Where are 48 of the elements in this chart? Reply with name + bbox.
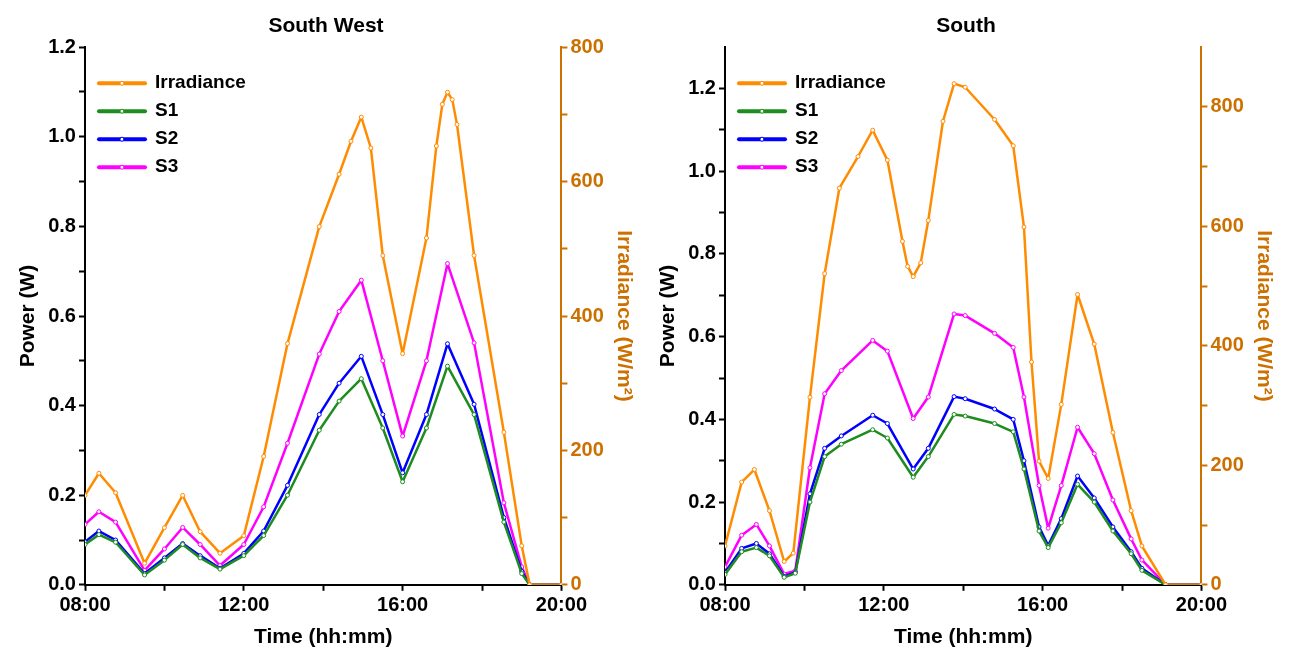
y-tick-label: 0.6 — [688, 324, 716, 347]
x-tick-label: 20:00 — [535, 593, 588, 616]
y2-tick-label: 400 — [1210, 333, 1244, 356]
legend-label: S2 — [795, 127, 819, 149]
y-tick-label: 0.4 — [48, 393, 77, 416]
x-tick-label: 12:00 — [218, 593, 270, 616]
y2-tick-label: 0 — [570, 572, 582, 595]
chart-title: South — [936, 13, 996, 37]
y2-tick-label: 800 — [570, 34, 604, 57]
legend-label: S1 — [795, 99, 819, 121]
y2-tick-label: 200 — [1210, 452, 1244, 475]
y-tick-label: 0.2 — [688, 489, 716, 512]
y-tick-label: 0.0 — [48, 572, 76, 595]
x-axis-title: Time (hh:mm) — [893, 624, 1033, 648]
y2-tick-label: 600 — [1210, 213, 1244, 236]
y-tick-label: 1.2 — [48, 34, 76, 57]
legend-label: Irradiance — [795, 71, 886, 93]
legend-label: Irradiance — [155, 71, 246, 93]
y2-tick-label: 0 — [1210, 572, 1222, 595]
y2-axis-title: Irradiance (W/m²) — [613, 230, 637, 402]
y-tick-label: 0.8 — [688, 241, 716, 264]
x-axis-title: Time (hh:mm) — [253, 624, 393, 648]
y-tick-label: 0.2 — [48, 482, 76, 505]
legend-label: S1 — [155, 99, 179, 121]
legend-label: S3 — [795, 155, 819, 177]
x-tick-label: 08:00 — [699, 593, 751, 616]
y2-tick-label: 600 — [570, 169, 604, 192]
x-tick-label: 16:00 — [1017, 593, 1069, 616]
y2-axis-title: Irradiance (W/m²) — [1253, 230, 1277, 402]
y-tick-label: 1.0 — [688, 158, 716, 181]
y-tick-label: 0.8 — [48, 213, 76, 236]
legend-label: S2 — [155, 127, 179, 149]
y-tick-label: 1.2 — [688, 76, 716, 99]
y-tick-label: 0.4 — [688, 406, 717, 429]
y2-tick-label: 800 — [1210, 94, 1244, 117]
x-tick-label: 16:00 — [377, 593, 429, 616]
y-axis-title: Power (W) — [655, 264, 679, 368]
legend-label: S3 — [155, 155, 179, 177]
y-axis-title: Power (W) — [15, 264, 39, 368]
y-tick-label: 0.6 — [48, 303, 76, 326]
x-tick-label: 08:00 — [59, 593, 111, 616]
y2-tick-label: 200 — [570, 437, 604, 460]
x-tick-label: 20:00 — [1175, 593, 1228, 616]
y-tick-label: 1.0 — [48, 124, 76, 147]
x-tick-label: 12:00 — [858, 593, 910, 616]
y-tick-label: 0.0 — [688, 572, 716, 595]
chart-title: South West — [268, 13, 384, 37]
y2-tick-label: 400 — [570, 303, 604, 326]
